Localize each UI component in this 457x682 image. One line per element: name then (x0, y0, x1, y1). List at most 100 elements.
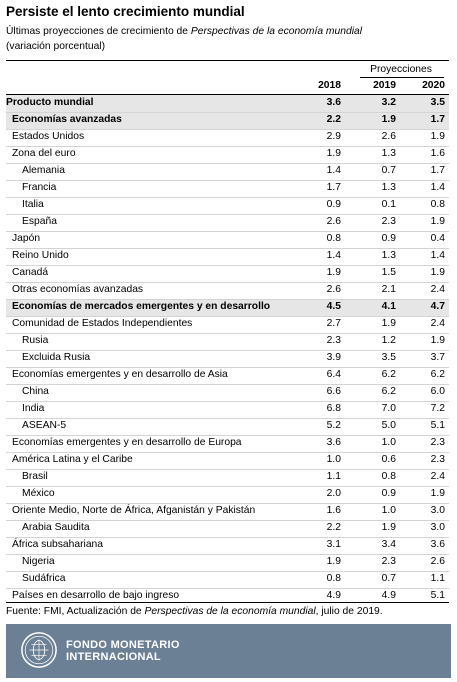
row-separator (6, 418, 449, 419)
value-2018: 2.6 (326, 216, 341, 227)
table-row: Francia 1.7 1.3 1.4 (6, 180, 449, 197)
row-label: América Latina y el Caribe (12, 454, 133, 465)
table-row: México 2.0 0.9 1.9 (6, 486, 449, 503)
value-2020: 7.2 (430, 403, 445, 414)
row-separator (6, 435, 449, 436)
value-2019: 6.2 (381, 386, 396, 397)
table-row: Comunidad de Estados Independientes 2.7 1.… (6, 316, 449, 333)
table-row: Canadá 1.9 1.5 1.9 (6, 265, 449, 282)
footer-banner: FONDO MONETARIO INTERNACIONAL (6, 624, 451, 678)
table-row: África subsahariana 3.1 3.4 3.6 (6, 537, 449, 554)
year-header: 2018 (318, 80, 341, 91)
value-2018: 6.6 (326, 386, 341, 397)
row-separator (6, 367, 449, 368)
table-row: América Latina y el Caribe 1.0 0.6 2.3 (6, 452, 449, 469)
value-2018: 0.8 (326, 573, 341, 584)
value-2020: 1.4 (430, 182, 445, 193)
table-row: Zona del euro 1.9 1.3 1.6 (6, 146, 449, 163)
value-2018: 3.9 (326, 352, 341, 363)
value-2020: 3.7 (430, 352, 445, 363)
row-label: ASEAN-5 (22, 420, 67, 431)
value-2018: 1.0 (326, 454, 341, 465)
row-label: Canadá (12, 267, 49, 278)
row-label: Alemania (22, 165, 65, 176)
value-2018: 1.9 (326, 267, 341, 278)
row-label: Japón (12, 233, 41, 244)
row-label: México (22, 488, 55, 499)
row-label: Excluida Rusia (22, 352, 91, 363)
value-2020: 4.7 (430, 301, 445, 312)
footnote-italic: Perspectivas de la economía mundial (144, 606, 316, 617)
value-2018: 2.9 (326, 131, 341, 142)
value-2019: 0.1 (381, 199, 396, 210)
row-label: Italia (22, 199, 44, 210)
top-rule (6, 60, 449, 61)
table-row: India 6.8 7.0 7.2 (6, 401, 449, 418)
row-separator (6, 299, 449, 300)
table-row: España 2.6 2.3 1.9 (6, 214, 449, 231)
value-2019: 1.9 (381, 522, 396, 533)
row-separator (6, 112, 449, 113)
row-label: Economías emergentes y en desarrollo de … (12, 437, 242, 448)
value-2020: 2.4 (430, 471, 445, 482)
value-2018: 2.3 (326, 335, 341, 346)
value-2019: 5.0 (381, 420, 396, 431)
value-2018: 6.4 (326, 369, 341, 380)
value-2019: 0.8 (381, 471, 396, 482)
page-title: Persiste el lento crecimiento mundial (6, 4, 245, 19)
row-label: Sudáfrica (22, 573, 66, 584)
value-2020: 3.0 (430, 522, 445, 533)
row-separator (6, 231, 449, 232)
row-separator (6, 333, 449, 334)
table-row: Economías emergentes y en desarrollo de … (6, 435, 449, 452)
footnote-suffix: , julio de 2019. (315, 606, 383, 617)
value-2019: 1.3 (381, 148, 396, 159)
value-2018: 6.8 (326, 403, 341, 414)
table-row: Reino Unido 1.4 1.3 1.4 (6, 248, 449, 265)
org-line-2: INTERNACIONAL (66, 651, 161, 663)
row-label: Economías avanzadas (12, 114, 122, 125)
row-separator (6, 588, 449, 589)
row-separator (6, 214, 449, 215)
value-2019: 1.2 (381, 335, 396, 346)
table-row: China 6.6 6.2 6.0 (6, 384, 449, 401)
value-2019: 0.9 (381, 233, 396, 244)
value-2019: 1.3 (381, 182, 396, 193)
subtitle-unit: (variación porcentual) (6, 41, 106, 52)
value-2018: 1.9 (326, 148, 341, 159)
table-row: Economías avanzadas 2.2 1.9 1.7 (6, 112, 449, 129)
value-2020: 1.4 (430, 250, 445, 261)
row-separator (6, 571, 449, 572)
row-label: África subsahariana (12, 539, 104, 550)
value-2019: 0.6 (381, 454, 396, 465)
value-2019: 3.5 (381, 352, 396, 363)
value-2020: 2.4 (430, 318, 445, 329)
value-2019: 6.2 (381, 369, 396, 380)
value-2018: 2.6 (326, 284, 341, 295)
value-2018: 5.2 (326, 420, 341, 431)
table-row: Excluida Rusia 3.9 3.5 3.7 (6, 350, 449, 367)
value-2018: 0.8 (326, 233, 341, 244)
row-label: Nigeria (22, 556, 55, 567)
table-row: Oriente Medio, Norte de África, Afganist… (6, 503, 449, 520)
value-2020: 2.4 (430, 284, 445, 295)
subtitle: Últimas proyecciones de crecimiento de P… (6, 26, 362, 37)
value-2020: 1.7 (430, 114, 445, 125)
row-separator (6, 537, 449, 538)
value-2020: 0.4 (430, 233, 445, 244)
table-row: Economías de mercados emergentes y en de… (6, 299, 449, 316)
value-2020: 6.0 (430, 386, 445, 397)
value-2019: 1.3 (381, 250, 396, 261)
value-2019: 1.0 (381, 505, 396, 516)
value-2019: 1.5 (381, 267, 396, 278)
subtitle-prefix: Últimas proyecciones de crecimiento de (6, 26, 191, 37)
row-separator (6, 316, 449, 317)
value-2019: 4.9 (381, 590, 396, 601)
value-2020: 1.9 (430, 335, 445, 346)
value-2019: 0.7 (381, 573, 396, 584)
value-2019: 1.9 (381, 318, 396, 329)
row-label: España (22, 216, 57, 227)
value-2019: 0.9 (381, 488, 396, 499)
row-label: Estados Unidos (12, 131, 85, 142)
table-row: Brasil 1.1 0.8 2.4 (6, 469, 449, 486)
